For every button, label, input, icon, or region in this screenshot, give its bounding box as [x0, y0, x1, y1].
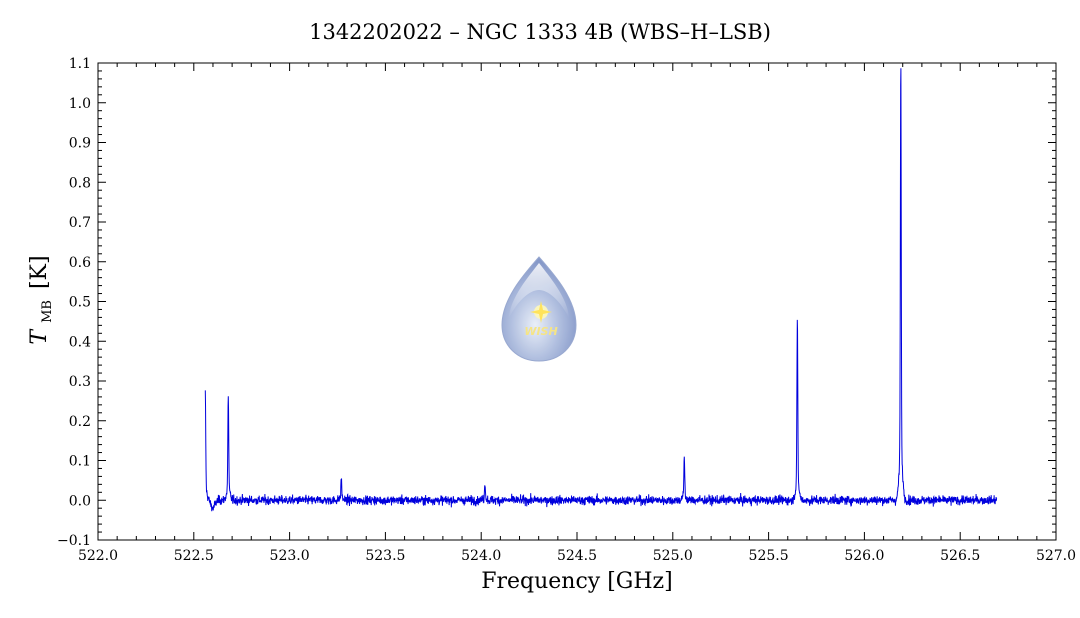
y-tick-label: 0.1 [69, 454, 91, 470]
x-tick-label: 526.0 [844, 548, 884, 564]
wish-logo: WISH [501, 256, 577, 362]
y-tick-label: 1.1 [69, 56, 91, 72]
chart-title: 1342202022 – NGC 1333 4B (WBS–H–LSB) [309, 20, 771, 44]
y-axis-label-unit: [K] [27, 255, 52, 289]
x-tick-label: 525.0 [653, 548, 693, 564]
y-tick-label: 0.6 [69, 255, 91, 271]
spectrum-series [204, 68, 998, 512]
x-tick-label: 522.0 [78, 548, 118, 564]
x-tick-label: 525.5 [749, 548, 789, 564]
x-tick-label: 524.5 [557, 548, 597, 564]
y-tick-label: 0.4 [69, 334, 91, 350]
y-tick-label: −0.1 [57, 533, 91, 549]
plot-frame [97, 62, 1057, 541]
y-tick-label: 0.2 [69, 414, 91, 430]
axis-ticks [97, 62, 1057, 541]
y-axis-label-symbol: T [27, 328, 52, 345]
wish-logo-text: WISH [524, 325, 557, 338]
y-tick-labels: −0.1 0.0 0.1 0.2 0.3 0.4 0.5 0.6 0.7 0.8 0.9 1.0 1.1 [57, 56, 91, 549]
x-tick-label: 522.5 [174, 548, 214, 564]
y-tick-label: 0.5 [69, 295, 91, 311]
x-tick-label: 524.0 [461, 548, 501, 564]
y-tick-label: 0.7 [69, 215, 91, 231]
x-tick-label: 523.0 [270, 548, 310, 564]
y-tick-label: 0.8 [69, 175, 91, 191]
x-axis-label: Frequency [GHz] [481, 569, 673, 594]
x-tick-label: 527.0 [1036, 548, 1076, 564]
y-axis-label-subscript: MB [40, 300, 55, 323]
x-tick-label: 523.5 [365, 548, 405, 564]
x-tick-labels: 522.0 522.5 523.0 523.5 524.0 524.5 525.0 525.5… [78, 548, 1076, 564]
y-tick-label: 0.3 [69, 374, 91, 390]
y-tick-label: 0.0 [69, 493, 91, 509]
y-axis-label: T MB [K] [27, 255, 57, 344]
spectrum-line [204, 68, 998, 512]
y-tick-label: 0.9 [69, 136, 91, 152]
y-tick-label: 1.0 [69, 96, 91, 112]
x-tick-label: 526.5 [940, 548, 980, 564]
